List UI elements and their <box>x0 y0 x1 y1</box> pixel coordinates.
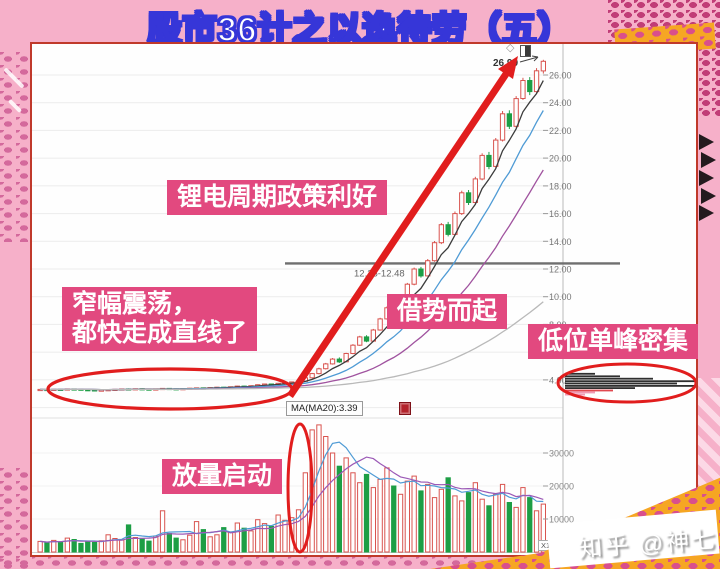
dots-pattern-left-bottom <box>0 468 30 569</box>
stripe-pattern-right <box>697 378 720 493</box>
ellipse-volume-profile <box>556 362 696 404</box>
volume-profile-bar <box>565 391 595 394</box>
volume-profile-bar <box>565 385 696 387</box>
dots-pattern-left-column <box>0 52 30 242</box>
annotation-momentum: 借势而起 <box>387 294 508 329</box>
arrow-right-icon <box>699 134 714 150</box>
annotation-narrow-range-line1: 窄幅震荡， <box>72 291 198 318</box>
volume-profile-bar <box>565 380 696 383</box>
diamond-marker-icon[interactable]: ◇ <box>506 42 515 54</box>
volume-profile-bar <box>565 377 653 380</box>
peak-price-label: 26.99 <box>493 58 518 69</box>
arrow-right-icon <box>701 152 716 168</box>
stock-chart-window: 12.25-12.48 26.00 24.00 22.00 20.00 18.00 16.0… <box>30 42 698 557</box>
svg-text:10.00: 10.00 <box>549 292 572 302</box>
svg-text:30000: 30000 <box>549 449 574 459</box>
svg-text:16.00: 16.00 <box>549 209 572 219</box>
ellipse-flat-base <box>46 367 294 411</box>
svg-text:20000: 20000 <box>549 482 574 492</box>
document-window-icon[interactable] <box>520 45 531 57</box>
dots-pattern-right-column <box>699 48 720 118</box>
svg-text:14.00: 14.00 <box>549 237 572 247</box>
svg-text:26.00: 26.00 <box>549 71 572 81</box>
svg-text:22.00: 22.00 <box>549 126 572 136</box>
annotation-low-peak: 低位单峰密集 <box>528 324 699 359</box>
annotation-narrow-range-line2: 都快走成直线了 <box>72 320 248 347</box>
resistance-label: 12.25-12.48 <box>354 268 405 279</box>
seal-icon <box>399 402 411 415</box>
volume-profile-bar <box>565 387 635 389</box>
volume-profile-bar <box>565 389 613 392</box>
dots-pattern-bottom-strip <box>0 556 480 569</box>
annotation-policy: 锂电周期政策利好 <box>167 180 388 215</box>
red-annotations <box>46 56 696 554</box>
peak-pointer-arrow <box>519 55 539 63</box>
ma-tooltip: MA(MA20):3.39 <box>286 401 363 416</box>
volume-profile-bar <box>565 372 595 375</box>
arrow-right-icon <box>701 188 716 204</box>
annotation-narrow-range: 窄幅震荡， 都快走成直线了 <box>62 287 258 351</box>
ellipse-volume-spike <box>286 422 314 554</box>
svg-text:10000: 10000 <box>549 515 574 525</box>
trend-arrowhead <box>498 56 518 79</box>
volume-profile-bar <box>565 375 620 378</box>
arrow-right-icon <box>699 205 714 221</box>
volume-ma5-line <box>40 441 544 543</box>
arrow-right-icon <box>699 170 714 186</box>
volume-ma10-line <box>40 456 544 543</box>
svg-text:18.00: 18.00 <box>549 181 572 191</box>
annotation-volume-start: 放量启动 <box>162 459 283 494</box>
volume-profile-bar <box>565 382 677 385</box>
candlestick-chart[interactable]: 12.25-12.48 26.00 24.00 22.00 20.00 18.00 16.0… <box>32 44 696 555</box>
svg-text:20.00: 20.00 <box>549 154 572 164</box>
svg-text:24.00: 24.00 <box>549 98 572 108</box>
svg-text:12.00: 12.00 <box>549 265 572 275</box>
